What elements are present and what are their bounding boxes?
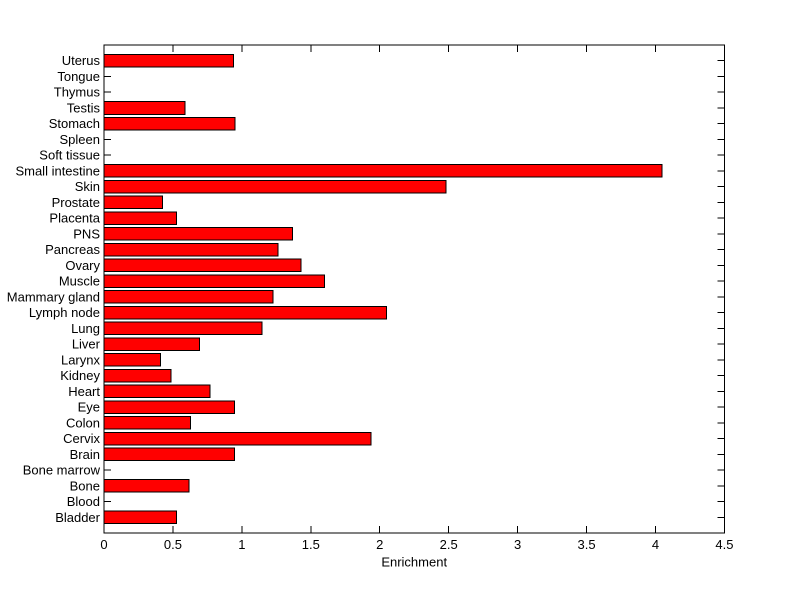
- svg-text:Eye: Eye: [78, 400, 100, 415]
- svg-text:4.5: 4.5: [715, 537, 733, 552]
- svg-text:Cervix: Cervix: [63, 431, 100, 446]
- svg-text:Mammary gland: Mammary gland: [7, 289, 100, 304]
- svg-text:Stomach: Stomach: [49, 116, 100, 131]
- svg-text:Bone: Bone: [70, 478, 100, 493]
- svg-text:Larynx: Larynx: [61, 352, 101, 367]
- svg-text:Bone marrow: Bone marrow: [23, 463, 101, 478]
- svg-text:1: 1: [238, 537, 245, 552]
- svg-text:Skin: Skin: [75, 179, 100, 194]
- svg-text:3.5: 3.5: [577, 537, 595, 552]
- svg-text:Spleen: Spleen: [60, 132, 100, 147]
- svg-text:4: 4: [652, 537, 659, 552]
- svg-text:Ovary: Ovary: [65, 258, 100, 273]
- svg-text:Blood: Blood: [67, 494, 100, 509]
- svg-text:Bladder: Bladder: [55, 510, 100, 525]
- svg-text:Brain: Brain: [70, 447, 100, 462]
- svg-text:Uterus: Uterus: [62, 53, 101, 68]
- svg-text:Lymph node: Lymph node: [29, 305, 100, 320]
- svg-text:PNS: PNS: [73, 226, 100, 241]
- svg-text:Small intestine: Small intestine: [15, 163, 100, 178]
- svg-text:Liver: Liver: [72, 337, 101, 352]
- svg-text:1.5: 1.5: [302, 537, 320, 552]
- svg-text:Thymus: Thymus: [54, 85, 101, 100]
- svg-text:Heart: Heart: [68, 384, 100, 399]
- svg-text:Testis: Testis: [67, 100, 101, 115]
- svg-text:Tongue: Tongue: [57, 69, 100, 84]
- svg-text:Prostate: Prostate: [52, 195, 100, 210]
- svg-text:3: 3: [514, 537, 521, 552]
- svg-text:Placenta: Placenta: [49, 211, 100, 226]
- svg-text:Enrichment: Enrichment: [381, 555, 447, 570]
- svg-text:Kidney: Kidney: [60, 368, 100, 383]
- svg-text:0.5: 0.5: [164, 537, 182, 552]
- svg-text:Muscle: Muscle: [59, 274, 100, 289]
- svg-text:Lung: Lung: [71, 321, 100, 336]
- svg-text:Soft tissue: Soft tissue: [39, 148, 100, 163]
- svg-text:Colon: Colon: [66, 415, 100, 430]
- svg-text:2.5: 2.5: [440, 537, 458, 552]
- svg-text:2: 2: [376, 537, 383, 552]
- svg-text:0: 0: [100, 537, 107, 552]
- svg-text:Pancreas: Pancreas: [45, 242, 100, 257]
